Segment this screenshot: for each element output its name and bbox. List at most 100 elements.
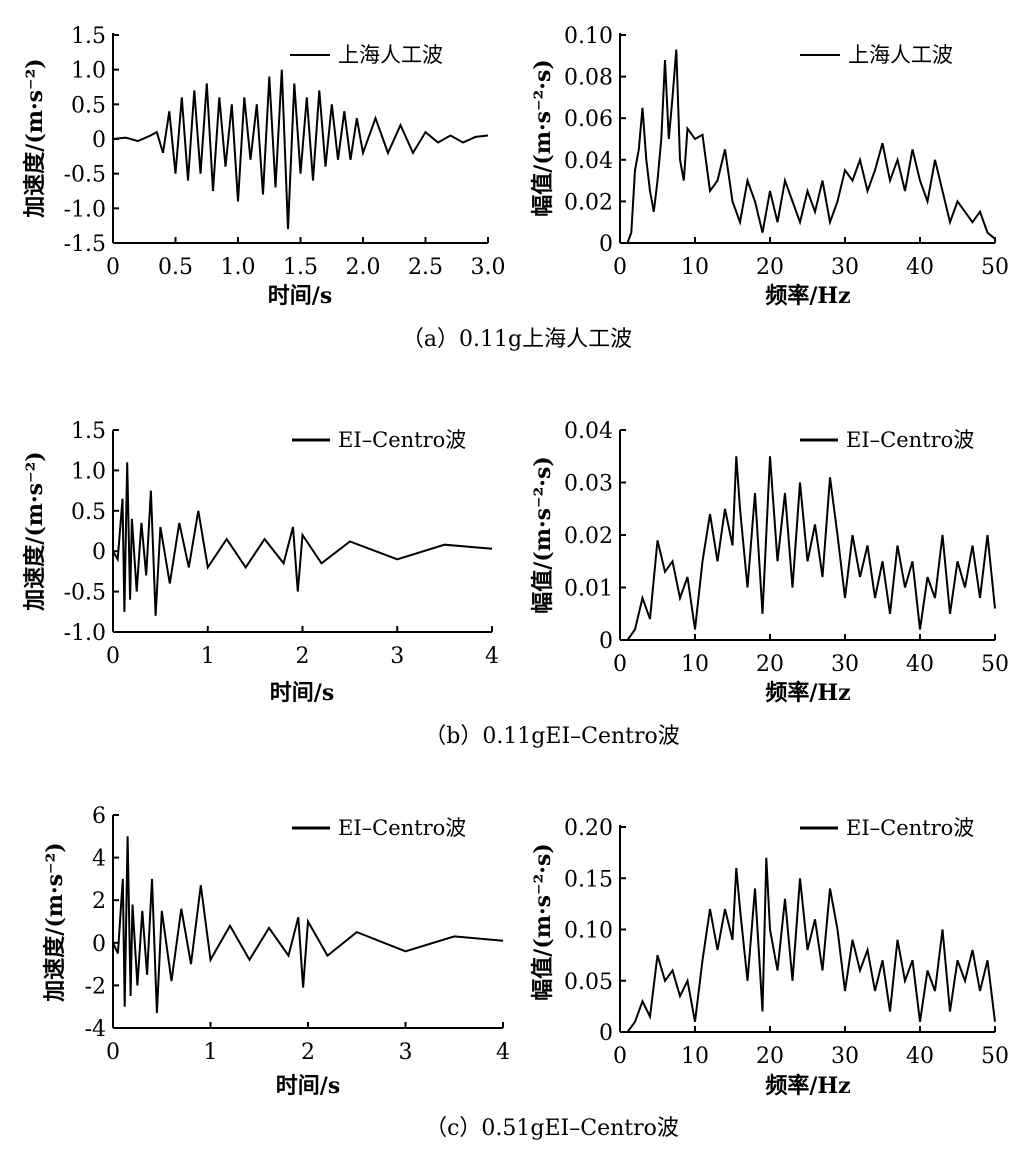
panel-b-frequency-x-tick-label: 20	[756, 652, 784, 677]
panel-a-frequency-y-tick-label: 0.02	[564, 190, 613, 215]
panel-b-frequency-x-tick-label: 30	[831, 652, 859, 677]
panel-c-frequency: 0 10 20 30 40 500.200.150.100.050 EI–Centro波 …	[530, 816, 1009, 1099]
panel-a-frequency-x-tick-label: 30	[831, 255, 859, 280]
panel-b-time-x-tick-label: 3	[390, 644, 404, 669]
panel-a-frequency-ticks: 0 10 20 30 40 50 0.10 0.08 0.06 0.04 0.02 0	[564, 24, 1009, 280]
panel-b-frequency-y-tick-label: 0.02	[564, 524, 613, 549]
panel-a-time-x-tick-label: 2.0	[346, 255, 381, 280]
panel-c-time-y-tick-label: 4	[92, 847, 106, 872]
panel-c-frequency-y-tick-label: 0.10	[564, 919, 613, 944]
panel-b-time-y-tick-label: 1.0	[71, 459, 106, 484]
panel-b-frequency-y-tick-label: 0.03	[564, 472, 613, 497]
panel-a-time-y-tick-label: 1.0	[71, 59, 106, 84]
panel-a-time-y-tick-label: 0	[92, 128, 106, 153]
panel-a-frequency-x-tick-label: 10	[681, 255, 709, 280]
panel-c-frequency-y-tick-label: 0	[599, 1021, 613, 1046]
panel-a-frequency-y-label: 幅值/(m·s⁻²·s)	[530, 59, 556, 216]
panel-a-frequency-x-label: 频率/Hz	[765, 283, 850, 309]
panel-c-frequency-x-tick-label: 20	[756, 1044, 784, 1069]
panel-c-time-x-tick-label: 2	[301, 1040, 315, 1065]
panel-b-frequency-y-label: 幅值/(m·s⁻²·s)	[530, 456, 556, 613]
panel-c-frequency-x-tick-label: 0	[613, 1044, 627, 1069]
panel-c-frequency-x-tick-label: 10	[681, 1044, 709, 1069]
panel-a-time-ticks: 0 0.5 1.0 1.5 2.0 2.5 3.0 1.5 1.0 0.5 0 -0.5 -1.0 -1.…	[64, 24, 506, 280]
panel-c-time-y-tick-label: -4	[85, 1017, 106, 1042]
panel-b-frequency-y-tick-label: 0.04	[564, 419, 613, 444]
caption-b: （b）0.11gEI–Centro波	[424, 724, 680, 749]
panel-a-frequency-series-line	[626, 49, 996, 244]
panel-b-time-y-label: 加速度/(m·s⁻²)	[22, 451, 48, 611]
panel-c-time: 0 1 2 3 4 6 4 2 0 -2 -4 EI–Centro波 时间/s 加速度/(m·s⁻²…	[42, 804, 510, 1099]
panel-b-time-x-tick-label: 2	[296, 644, 310, 669]
panel-a-time-y-label: 加速度/(m·s⁻²)	[22, 58, 48, 218]
panel-b-time-y-tick-label: 0	[92, 540, 106, 565]
panel-a-time-y-tick-label: -1.5	[64, 232, 106, 257]
panel-c-frequency-y-tick-label: 0.15	[564, 867, 613, 892]
panel-c-time-y-tick-label: -2	[85, 974, 106, 999]
panel-b-time-x-tick-label: 1	[201, 644, 215, 669]
panel-a-frequency-x-tick-label: 40	[906, 255, 934, 280]
panel-a-time-series-line	[112, 69, 489, 230]
panel-b-frequency-ticks: 0 10 20 30 40 50 0.04 0.03 0.02 0.01 0	[564, 419, 1009, 677]
panel-b-frequency-x-tick-label: 40	[906, 652, 934, 677]
panel-c-frequency-y-tick-label: 0.20	[564, 816, 613, 841]
panel-c-time-y-tick-label: 0	[92, 932, 106, 957]
panel-c-frequency-x-tick-label: 40	[906, 1044, 934, 1069]
panel-a-frequency-legend-label: 上海人工波	[848, 43, 953, 67]
panel-b-frequency-x-tick-label: 0	[613, 652, 627, 677]
panel-c-time-x-tick-label: 3	[399, 1040, 413, 1065]
panel-a-frequency-x-tick-label: 50	[981, 255, 1009, 280]
panel-a-frequency-y-tick-label: 0.04	[564, 149, 613, 174]
panel-b-frequency-legend-label: EI–Centro波	[846, 428, 974, 452]
caption-c: （c）0.51gEI–Centro波	[425, 1116, 679, 1141]
panel-b-time-y-tick-label: 0.5	[71, 500, 106, 525]
panel-c-time-y-tick-label: 6	[92, 804, 106, 829]
panel-b-frequency-y-tick-label: 0.01	[564, 577, 613, 602]
panel-a-frequency-y-tick-label: 0.10	[564, 24, 613, 49]
panel-c-time-x-tick-label: 1	[204, 1040, 218, 1065]
panel-b-frequency-x-label: 频率/Hz	[765, 680, 850, 706]
panel-a-frequency-x-tick-label: 0	[613, 255, 627, 280]
panel-c-time-x-tick-label: 0	[106, 1040, 120, 1065]
caption-a: （a）0.11g上海人工波	[402, 327, 632, 352]
panel-a-frequency: 0 10 20 30 40 50 0.10 0.08 0.06 0.04 0.02 0 上海人工波 频…	[530, 24, 1009, 309]
panel-a-time-y-tick-label: 1.5	[71, 24, 106, 49]
panel-c-frequency-y-tick-label: 0.05	[564, 970, 613, 995]
panel-c-frequency-legend-label: EI–Centro波	[846, 816, 974, 840]
panel-b-time-x-label: 时间/s	[270, 680, 334, 706]
panel-a-frequency-y-tick-label: 0.06	[564, 107, 613, 132]
panel-c-time-x-label: 时间/s	[276, 1073, 340, 1099]
panel-b-time-ticks: 0 1 2 3 4 1.5 1.0 0.5 0 -0.5 -1.0	[64, 419, 499, 669]
panel-c-time-y-label: 加速度/(m·s⁻²)	[42, 842, 68, 1002]
panel-c-frequency-series-line	[626, 857, 996, 1033]
panel-b-time-y-tick-label: -1.0	[64, 621, 106, 646]
panel-a-frequency-x-tick-label: 20	[756, 255, 784, 280]
panel-b-time-y-tick-label: 1.5	[71, 419, 106, 444]
panel-a-frequency-y-tick-label: 0	[599, 232, 613, 257]
panel-c-time-legend-label: EI–Centro波	[338, 816, 466, 840]
panel-c-time-y-tick-label: 2	[92, 889, 106, 914]
panel-b-frequency-series-line	[626, 456, 996, 641]
panel-a-time-x-tick-label: 0	[106, 255, 120, 280]
panel-c-time-x-tick-label: 4	[496, 1040, 510, 1065]
panel-b-time: 0 1 2 3 41.51.00.50-0.5-1.0 EI–Centro波 时间/s …	[22, 419, 499, 706]
panel-b-time-y-tick-label: -0.5	[64, 581, 106, 606]
panel-b-time-legend-label: EI–Centro波	[338, 428, 466, 452]
panel-a-time-y-tick-label: -1.0	[64, 197, 106, 222]
panel-a-time-legend-label: 上海人工波	[338, 43, 443, 67]
panel-a-time-x-tick-label: 1.5	[283, 255, 318, 280]
panel-a-time-x-tick-label: 0.5	[158, 255, 193, 280]
panel-a-time: 0 0.5 1.0 1.5 2.0 2.5 3.0 1.5 1.0 0.5 0 -0.5 -1.0 -1.…	[22, 24, 506, 309]
panel-c-frequency-x-label: 频率/Hz	[765, 1073, 850, 1099]
panel-a-time-x-tick-label: 3.0	[471, 255, 506, 280]
panel-b-frequency-x-tick-label: 50	[981, 652, 1009, 677]
panel-b-frequency-x-tick-label: 10	[681, 652, 709, 677]
panel-b-time-x-tick-label: 4	[485, 644, 499, 669]
panel-a-time-y-tick-label: -0.5	[64, 163, 106, 188]
panel-a-time-x-label: 时间/s	[268, 283, 332, 309]
panel-a-frequency-y-tick-label: 0.08	[564, 66, 613, 91]
panel-c-frequency-y-label: 幅值/(m·s⁻²·s)	[530, 843, 556, 1000]
panel-b-time-x-tick-label: 0	[106, 644, 120, 669]
panel-c-frequency-x-tick-label: 30	[831, 1044, 859, 1069]
